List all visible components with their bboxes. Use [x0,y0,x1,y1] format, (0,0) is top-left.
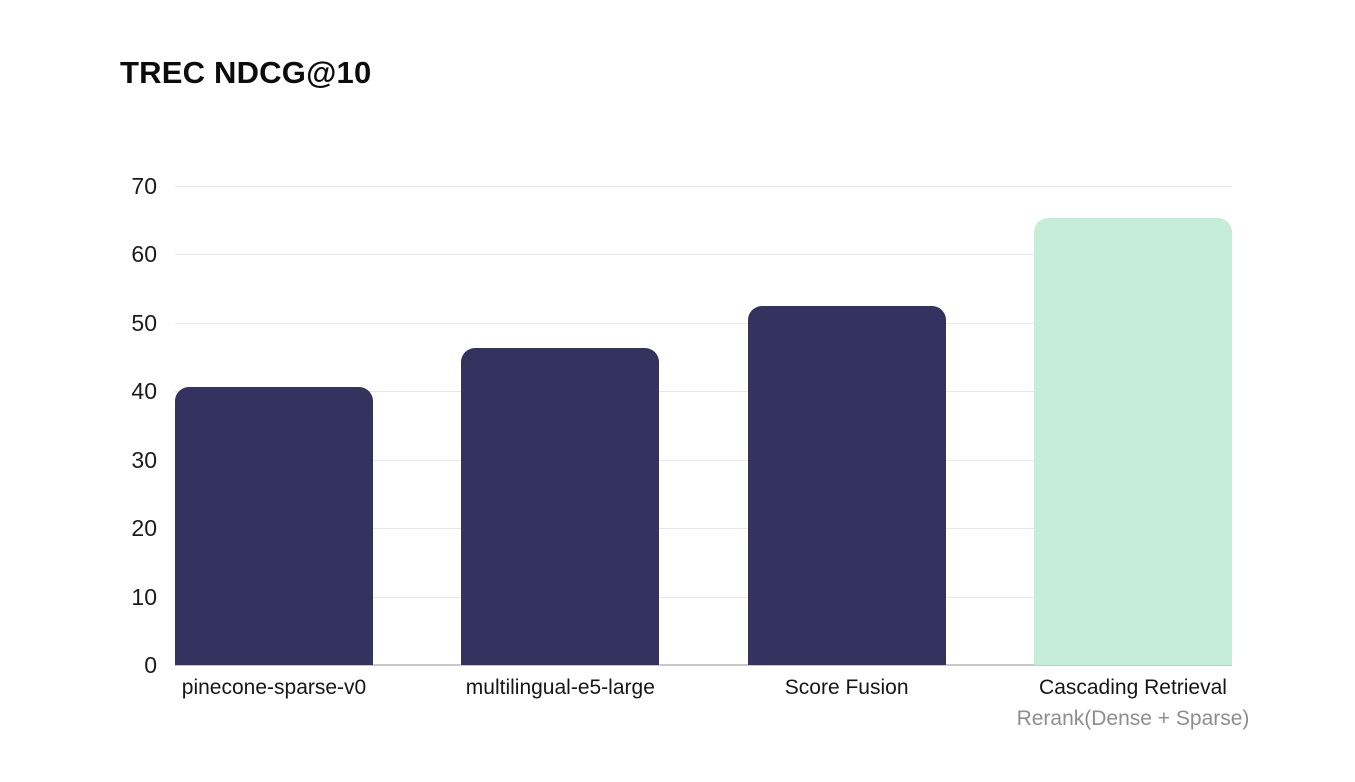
gridline [175,186,1232,187]
x-axis-label: Cascading Retrieval [1039,676,1227,699]
plot-area [175,0,1232,782]
bar-score-fusion [747,306,946,665]
gridline [175,322,1232,324]
gridline [175,528,1232,530]
x-axis-label: Score Fusion [784,676,909,699]
y-axis-tick-label: 30 [131,446,157,473]
x-axis-label: multilingual-e5-large [465,676,655,699]
x-axis-label: pinecone-sparse-v0 [181,676,367,699]
y-axis-tick-label: 10 [131,583,157,610]
y-axis-tick-label: 40 [131,378,157,405]
y-axis-tick-label: 0 [144,652,157,678]
y-axis-tick-label: 70 [131,173,157,199]
gridline [175,459,1232,461]
bar-pinecone-sparse-v0 [175,387,373,665]
y-axis-tick-label: 20 [131,515,157,542]
bar-multilingual-e5-large [461,348,660,665]
x-axis-baseline [175,664,1232,666]
gridline [175,391,1232,393]
bar-cascading-retrieval [1034,218,1232,665]
gridline [175,596,1232,598]
chart-title: TREC NDCG@10 [120,55,372,90]
y-axis-tick-label: 50 [131,309,157,336]
gridline [175,254,1232,256]
y-axis-tick-label: 60 [131,241,157,268]
x-axis-sublabel: Rerank(Dense + Sparse) [1016,707,1250,730]
